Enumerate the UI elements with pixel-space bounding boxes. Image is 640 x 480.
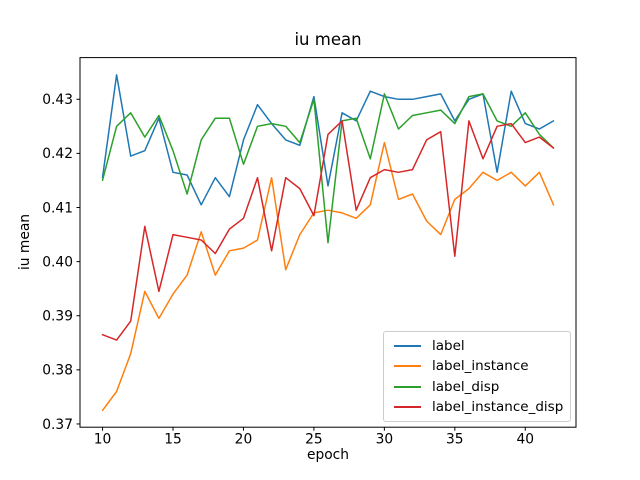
legend-label-label: label: [432, 338, 465, 355]
legend-swatch-label_disp: [394, 385, 421, 388]
chart-title: iu mean: [294, 30, 362, 49]
y-tick-label: 0.40: [42, 254, 73, 270]
legend: label label_instance label_disp label_insta…: [383, 331, 571, 422]
axes-frame: [79, 57, 577, 428]
series-line-label_instance_disp: [101, 120, 555, 341]
legend-entry-label_instance: label_instance: [392, 356, 562, 376]
series-line-label_disp: [101, 93, 555, 244]
x-tick-label: 40: [516, 432, 534, 448]
y-tick-label: 0.42: [42, 146, 73, 162]
y-tick-label: 0.39: [42, 309, 73, 325]
x-tick-label: 30: [376, 432, 394, 448]
series-line-label_instance: [101, 141, 555, 412]
y-tick-label: 0.41: [42, 200, 73, 216]
x-tick-label: 20: [235, 432, 253, 448]
legend-label-label_disp: label_disp: [432, 378, 500, 395]
series-line-label: [101, 74, 555, 206]
y-tick-label: 0.37: [42, 417, 73, 433]
x-tick-label: 35: [446, 432, 464, 448]
x-tick-label: 25: [305, 432, 323, 448]
legend-entry-label_disp: label_disp: [392, 377, 562, 397]
x-axis-label: epoch: [306, 447, 350, 463]
legend-label-label_instance_disp: label_instance_disp: [432, 398, 564, 415]
legend-swatch-label_instance_disp: [394, 405, 421, 408]
legend-entry-label: label: [392, 336, 562, 356]
legend-entry-label_instance_disp: label_instance_disp: [392, 397, 564, 417]
y-tick-label: 0.43: [42, 92, 73, 108]
legend-label-label_instance: label_instance: [432, 358, 529, 375]
legend-swatch-label_instance: [394, 365, 421, 368]
x-tick-label: 15: [164, 432, 182, 448]
y-tick-label: 0.38: [42, 363, 73, 379]
x-tick-label: 10: [94, 432, 112, 448]
y-axis-label: iu mean: [17, 213, 33, 271]
legend-swatch-label: [394, 345, 421, 348]
